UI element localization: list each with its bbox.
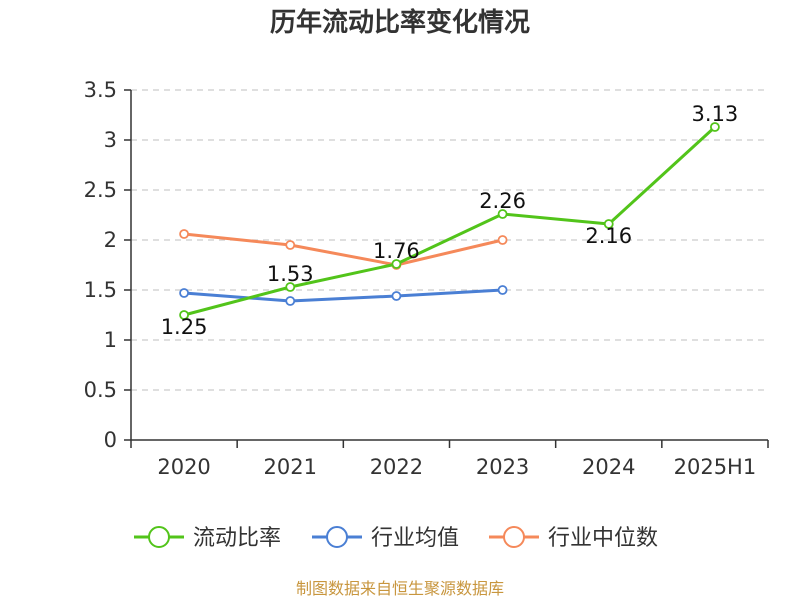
- legend: 流动比率 行业均值 行业中位数: [134, 526, 658, 551]
- legend-item-1: 行业均值: [312, 526, 459, 551]
- series-lines: [179, 122, 720, 320]
- data-labels: 1.25 1.53 1.76 2.26 2.16 3.13: [161, 102, 739, 339]
- source-note: 制图数据来自恒生聚源数据库: [295, 579, 504, 598]
- point-series-0-2024: [603, 219, 614, 229]
- point-series-2-2021: [285, 240, 296, 250]
- y-tick-label: 0.5: [84, 378, 117, 402]
- point-series-1-2020: [179, 288, 189, 298]
- x-tick-label-2025h1: 2025H1: [674, 455, 757, 479]
- x-tick-label-2023: 2023: [476, 455, 529, 479]
- axes: 0 0.5 1 1.5 2 2.5 3 3.5 2020 2021 2022 2023 2024 2025…: [84, 78, 769, 479]
- point-series-0-2021: [285, 282, 296, 292]
- y-tick-label: 1.5: [84, 278, 117, 302]
- point-series-0-2025H1: [710, 122, 720, 132]
- chart-title: 历年流动比率变化情况: [269, 8, 530, 38]
- y-tick-label: 2: [104, 228, 117, 252]
- series-line-0: [183, 125, 716, 317]
- data-label-2025H1: 3.13: [692, 102, 739, 126]
- legend-label: 流动比率: [193, 526, 281, 551]
- x-tick-label-2020: 2020: [157, 455, 210, 479]
- y-tick-label: 0: [104, 428, 117, 452]
- point-series-0-2020: [179, 310, 189, 320]
- x-tick-label-2022: 2022: [370, 455, 423, 479]
- point-series-1-2021: [285, 296, 296, 306]
- legend-item-0: 流动比率: [134, 526, 281, 551]
- point-series-1-2023: [497, 285, 508, 295]
- legend-marker-icon: [148, 526, 170, 548]
- legend-marker-icon: [326, 526, 348, 548]
- legend-marker-icon: [503, 526, 525, 548]
- data-label-2021: 1.53: [267, 262, 314, 286]
- y-tick-label: 3.5: [84, 78, 117, 102]
- legend-label: 行业中位数: [548, 526, 658, 551]
- gridlines: [131, 89, 768, 391]
- point-series-0-2023: [497, 209, 508, 219]
- point-series-0-2022: [391, 259, 402, 269]
- legend-label: 行业均值: [371, 526, 459, 551]
- data-label-2020: 1.25: [161, 315, 208, 339]
- data-label-2024: 2.16: [585, 224, 632, 248]
- legend-item-2: 行业中位数: [489, 526, 658, 551]
- series-line-2: [183, 232, 503, 267]
- x-tick-label-2021: 2021: [264, 455, 317, 479]
- data-label-2022: 1.76: [373, 239, 420, 263]
- y-tick-label: 1: [104, 328, 117, 352]
- data-label-2023: 2.26: [479, 189, 526, 213]
- point-series-2-2023: [497, 235, 508, 245]
- y-tick-label: 3: [104, 128, 117, 152]
- point-series-1-2022: [391, 291, 402, 301]
- y-tick-label: 2.5: [84, 178, 117, 202]
- x-tick-label-2024: 2024: [582, 455, 635, 479]
- point-series-2-2020: [179, 229, 189, 239]
- series-line-1: [183, 288, 503, 303]
